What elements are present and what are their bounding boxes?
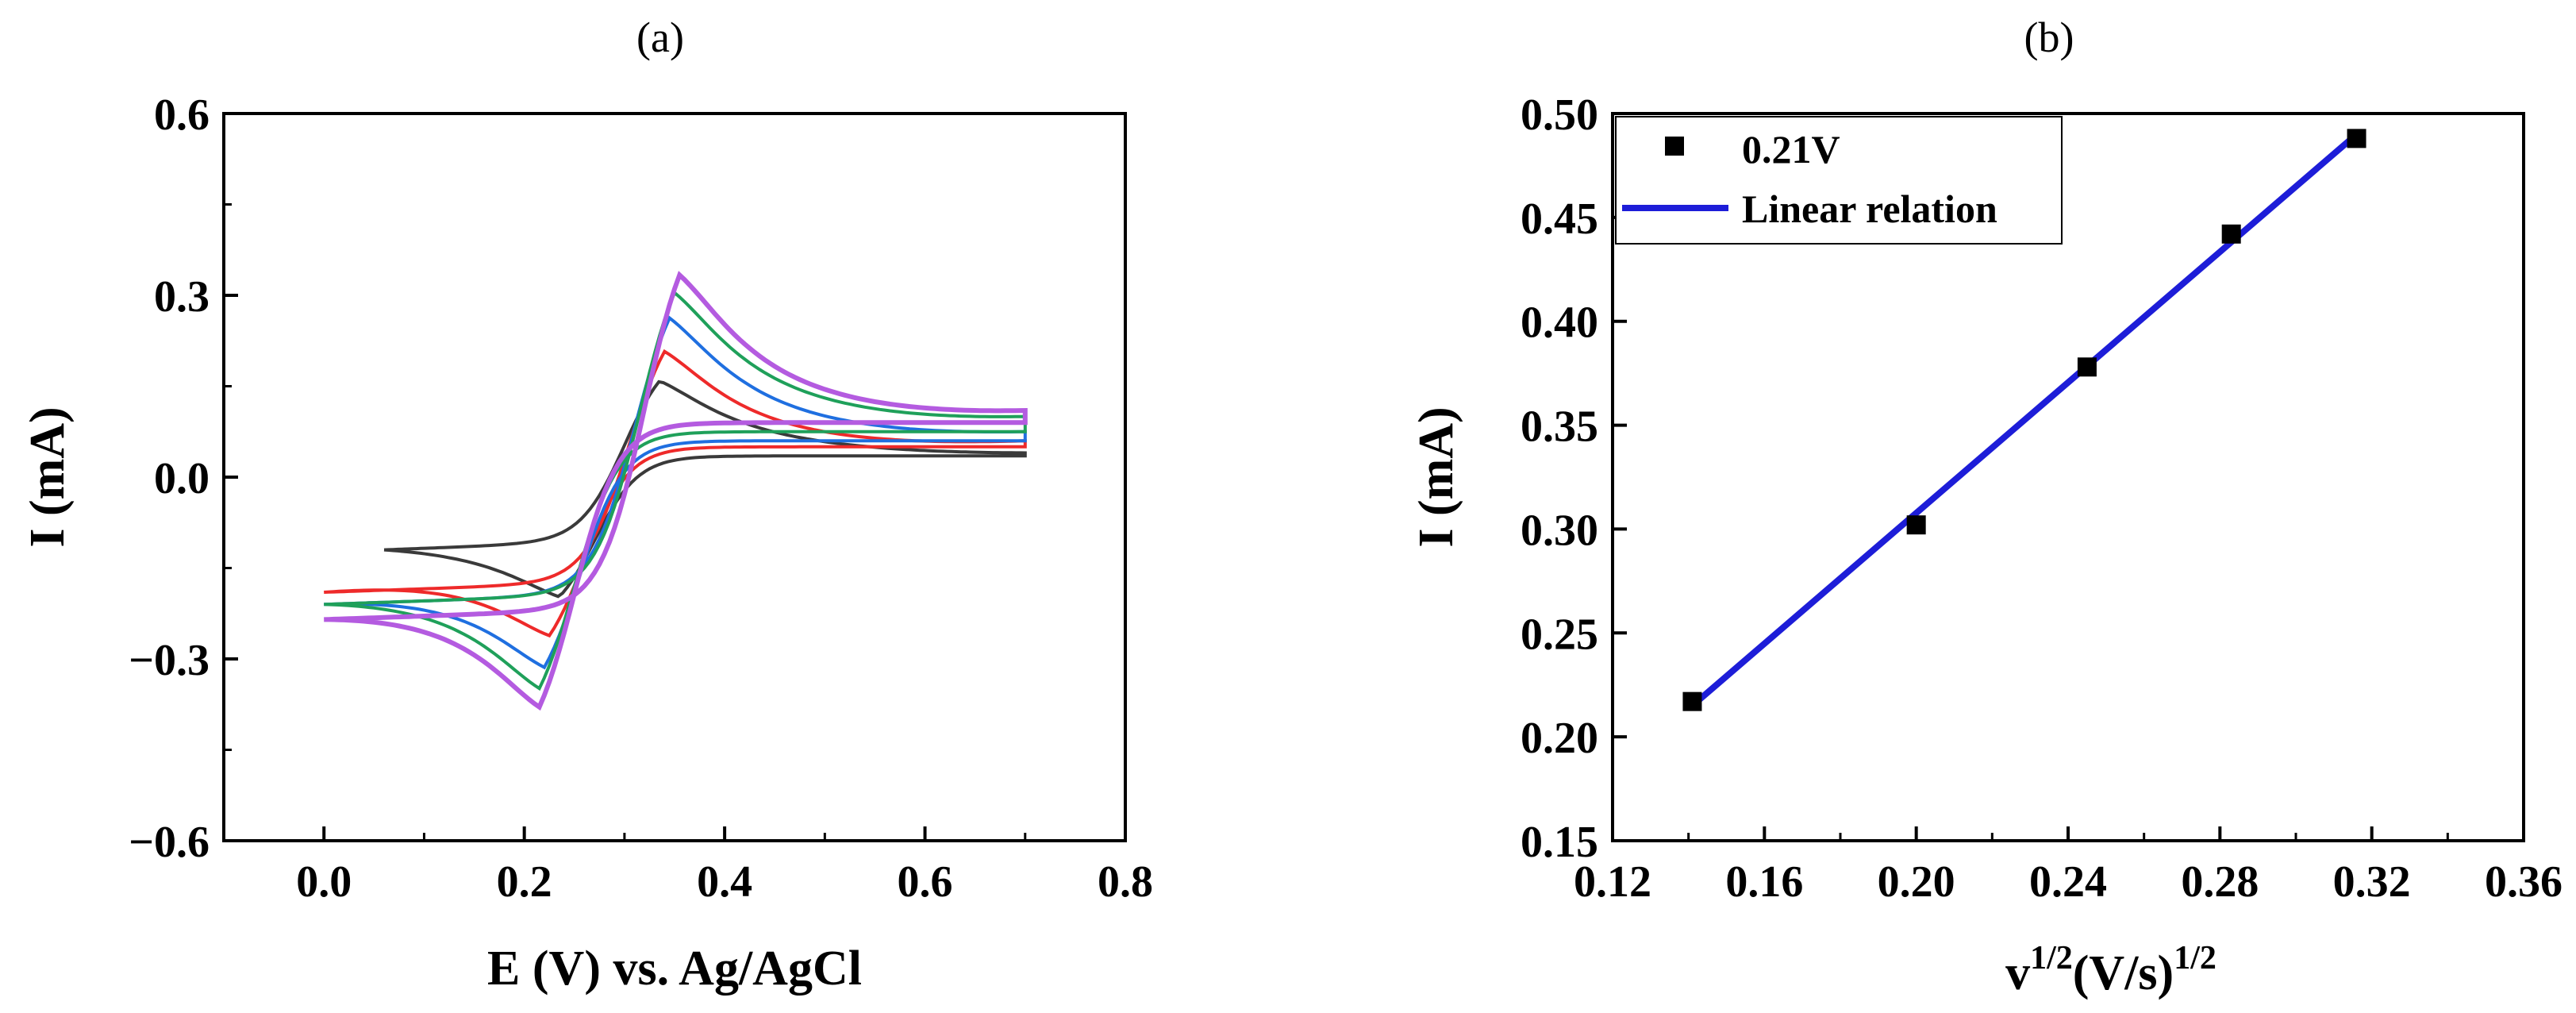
data-point xyxy=(2077,357,2097,377)
x-tick-label: 0.24 xyxy=(2029,857,2107,907)
legend-box xyxy=(1615,116,2063,245)
panel-a-x-axis-title: E (V) vs. Ag/AgCl xyxy=(487,942,862,996)
y-tick-label: −0.6 xyxy=(129,818,210,867)
x-tick-label: 0.4 xyxy=(697,857,752,907)
cv-curve-4 xyxy=(324,290,1027,691)
y-tick-label: 0.0 xyxy=(154,454,210,503)
y-tick-label: 0.15 xyxy=(1521,818,1598,867)
panel-a-y-axis-title: I (mA) xyxy=(21,406,75,547)
x-tick-label: 0.0 xyxy=(296,857,352,907)
data-point xyxy=(1682,691,1702,711)
y-tick-label: 0.30 xyxy=(1521,506,1598,555)
x-title-v: v xyxy=(2005,946,2030,1000)
legend-entry-1: Linear relation xyxy=(1742,187,1997,231)
data-point xyxy=(2221,224,2241,244)
linear-fit-line xyxy=(1690,132,2359,708)
y-tick-label: 0.25 xyxy=(1521,610,1598,659)
y-tick-label: 0.6 xyxy=(154,91,210,140)
x-title-sup1: 1/2 xyxy=(2030,940,2073,976)
y-tick-label: 0.40 xyxy=(1521,299,1598,348)
panel-b-y-axis-title: I (mA) xyxy=(1409,406,1463,547)
data-point xyxy=(2347,129,2366,148)
y-tick-label: 0.50 xyxy=(1521,91,1598,140)
x-tick-label: 0.6 xyxy=(898,857,953,907)
panel-a-ticks: 0.0 0.2 0.4 0.6 0.8 0.6 0.3 0.0 −0.3 −0.6 xyxy=(129,91,1153,907)
x-tick-label: 0.32 xyxy=(2333,857,2411,907)
panel-b-label: (b) xyxy=(2024,13,2074,61)
panel-b-legend: 0.21V Linear relation xyxy=(1615,116,2063,245)
panel-b-series xyxy=(1682,129,2366,711)
y-tick-label: 0.35 xyxy=(1521,403,1598,452)
x-tick-label: 0.8 xyxy=(1098,857,1153,907)
legend-square-marker xyxy=(1665,137,1684,156)
x-tick-label: 0.20 xyxy=(1878,857,1955,907)
panel-a-curves xyxy=(324,271,1028,711)
x-tick-label: 0.28 xyxy=(2181,857,2259,907)
cv-curve-2 xyxy=(324,349,1027,638)
x-tick-label: 0.36 xyxy=(2485,857,2563,907)
legend-entry-0: 0.21V xyxy=(1742,127,1840,171)
y-tick-label: −0.3 xyxy=(129,636,210,685)
x-title-units: (V/s) xyxy=(2073,946,2174,1000)
x-tick-label: 0.2 xyxy=(497,857,552,907)
y-tick-label: 0.20 xyxy=(1521,714,1598,763)
cv-curve-1 xyxy=(383,379,1027,599)
panel-b: (b) 0.12 0.16 0.20 0.24 0.28 0.32 0.36 0.50 0.45… xyxy=(1409,13,2563,1000)
panel-a-label: (a) xyxy=(636,13,684,61)
panel-b-x-axis-title: v1/2(V/s)1/2 xyxy=(2005,940,2217,1000)
panel-a-frame xyxy=(222,112,1127,842)
x-tick-label: 0.16 xyxy=(1725,857,1803,907)
x-title-sup2: 1/2 xyxy=(2174,940,2217,976)
x-tick-label: 0.12 xyxy=(1574,857,1651,907)
cv-curve-5 xyxy=(324,271,1028,711)
data-point xyxy=(1906,515,1926,535)
panel-a: (a) 0.0 0.2 0.4 0.6 0.8 0.6 0.3 0.0 −0.3 −0.6 E (… xyxy=(21,13,1153,996)
y-tick-label: 0.45 xyxy=(1521,195,1598,244)
y-tick-label: 0.3 xyxy=(154,272,210,322)
panel-b-ticks: 0.12 0.16 0.20 0.24 0.28 0.32 0.36 0.50 0.45 0.40… xyxy=(1521,91,2563,907)
